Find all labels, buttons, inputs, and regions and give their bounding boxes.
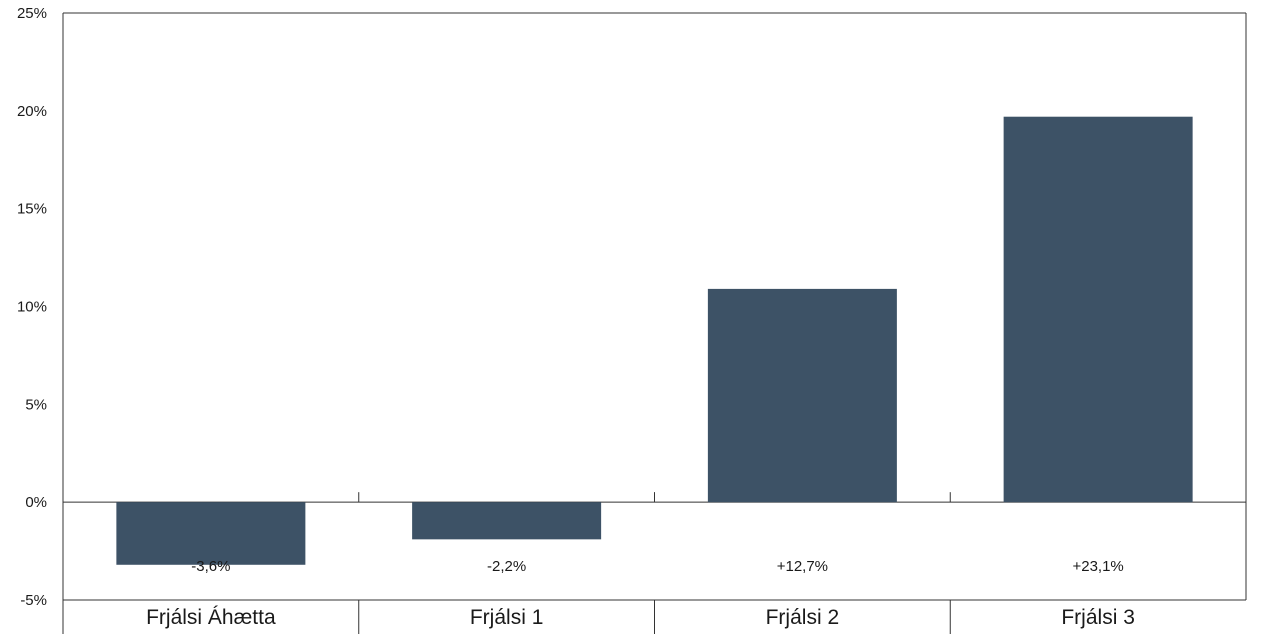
data-label: -2,2%: [487, 558, 526, 575]
y-tick-label: -5%: [20, 592, 47, 609]
data-label: +23,1%: [1072, 558, 1123, 575]
y-tick-label: 0%: [25, 494, 47, 511]
y-tick-label: 25%: [17, 5, 47, 22]
chart-bars: [116, 116, 1193, 565]
bar: [116, 502, 306, 565]
category-label: Frjálsi 1: [470, 606, 544, 629]
data-label: -3,6%: [191, 558, 230, 575]
data-label: +12,7%: [777, 558, 828, 575]
y-tick-label: 20%: [17, 103, 47, 120]
y-tick-label: 10%: [17, 299, 47, 316]
y-tick-label: 5%: [25, 396, 47, 413]
category-label: Frjálsi Áhætta: [146, 606, 276, 629]
bar: [707, 288, 897, 503]
bar: [1003, 116, 1193, 503]
chart-labels: -5% 0% 5% 10% 15% 20% 25% -3,6% Frjálsi Áhætta -2…: [17, 5, 1135, 629]
category-label: Frjálsi 3: [1061, 606, 1135, 629]
y-tick-label: 15%: [17, 201, 47, 218]
bar: [412, 502, 602, 540]
category-label: Frjálsi 2: [766, 606, 840, 629]
